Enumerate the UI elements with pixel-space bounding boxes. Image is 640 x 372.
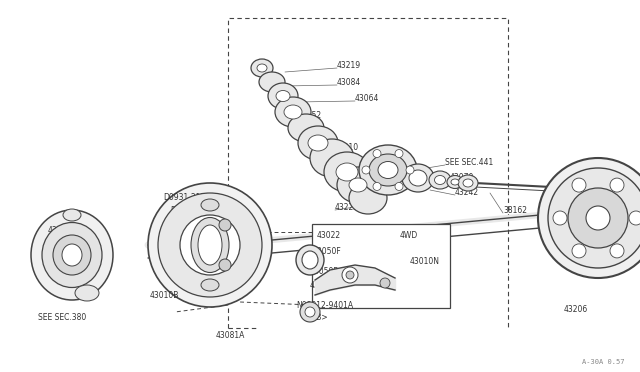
Ellipse shape (268, 83, 298, 109)
Text: 43242: 43242 (455, 187, 479, 196)
Ellipse shape (308, 135, 328, 151)
Ellipse shape (284, 105, 302, 119)
Text: A-30A 0.57: A-30A 0.57 (582, 359, 625, 365)
Ellipse shape (458, 175, 478, 191)
Circle shape (158, 193, 262, 297)
Ellipse shape (42, 222, 102, 288)
Circle shape (219, 259, 231, 271)
Ellipse shape (337, 167, 379, 203)
Bar (312, 224, 450, 308)
Text: PLUG(1): PLUG(1) (170, 205, 200, 215)
Circle shape (538, 158, 640, 278)
Ellipse shape (198, 225, 222, 265)
Text: 43219: 43219 (337, 61, 361, 70)
Circle shape (148, 183, 272, 307)
Circle shape (610, 244, 624, 258)
Ellipse shape (259, 72, 285, 92)
Text: 4WD: 4WD (400, 231, 419, 240)
Circle shape (406, 166, 414, 174)
Ellipse shape (63, 209, 81, 221)
Text: 43010C: 43010C (175, 221, 205, 230)
Text: 43010: 43010 (48, 225, 72, 234)
Ellipse shape (288, 114, 324, 142)
Text: D0931-2121A: D0931-2121A (163, 192, 215, 202)
Text: 43081: 43081 (340, 173, 364, 183)
Circle shape (373, 150, 381, 158)
Text: 43010F: 43010F (310, 282, 339, 291)
Ellipse shape (251, 59, 273, 77)
Text: 43010H: 43010H (332, 157, 362, 167)
Circle shape (380, 278, 390, 288)
Circle shape (305, 307, 315, 317)
Text: 43232: 43232 (340, 187, 364, 196)
Text: 43010N: 43010N (410, 257, 440, 266)
Circle shape (548, 168, 640, 268)
Ellipse shape (257, 64, 267, 72)
Ellipse shape (402, 164, 434, 192)
Ellipse shape (310, 139, 354, 177)
Circle shape (180, 215, 240, 275)
Circle shape (373, 182, 381, 190)
Ellipse shape (447, 176, 463, 189)
Ellipse shape (296, 245, 324, 275)
Ellipse shape (75, 285, 99, 301)
Circle shape (219, 219, 231, 231)
Ellipse shape (463, 179, 473, 187)
Text: 43084: 43084 (337, 77, 361, 87)
Ellipse shape (359, 145, 417, 195)
Circle shape (586, 206, 610, 230)
Ellipse shape (31, 210, 113, 300)
Text: 43050F: 43050F (313, 247, 342, 257)
Text: 43010B: 43010B (150, 291, 179, 299)
Ellipse shape (378, 161, 398, 179)
Ellipse shape (336, 163, 358, 181)
Ellipse shape (62, 244, 82, 266)
Text: 43010A: 43010A (44, 241, 74, 250)
Text: 38162: 38162 (503, 205, 527, 215)
Circle shape (610, 178, 624, 192)
Text: 43069: 43069 (305, 128, 330, 137)
Ellipse shape (429, 171, 451, 189)
Text: 43070: 43070 (450, 173, 474, 182)
Circle shape (572, 178, 586, 192)
Ellipse shape (349, 178, 367, 192)
Text: 43210: 43210 (335, 142, 359, 151)
Circle shape (362, 166, 370, 174)
Ellipse shape (302, 251, 318, 269)
Text: 43050F: 43050F (310, 267, 339, 276)
Ellipse shape (275, 97, 311, 127)
Circle shape (395, 182, 403, 190)
Circle shape (572, 244, 586, 258)
Circle shape (342, 267, 358, 283)
Ellipse shape (53, 235, 91, 275)
Ellipse shape (201, 279, 219, 291)
Ellipse shape (435, 176, 445, 185)
Ellipse shape (201, 199, 219, 211)
Ellipse shape (409, 170, 427, 186)
Circle shape (629, 211, 640, 225)
Ellipse shape (349, 182, 387, 214)
Circle shape (346, 271, 354, 279)
Text: 43206: 43206 (564, 305, 588, 314)
Circle shape (300, 302, 320, 322)
Text: SEE SEC.380: SEE SEC.380 (38, 314, 86, 323)
Text: 43252: 43252 (298, 110, 322, 119)
Text: <B>: <B> (310, 314, 328, 323)
Ellipse shape (191, 218, 229, 273)
Circle shape (395, 150, 403, 158)
Ellipse shape (298, 126, 338, 160)
Ellipse shape (324, 152, 370, 192)
Text: 43081A: 43081A (216, 330, 245, 340)
Text: SEE SEC.441: SEE SEC.441 (445, 157, 493, 167)
Ellipse shape (276, 90, 290, 102)
Text: N08912-9401A: N08912-9401A (296, 301, 353, 310)
Ellipse shape (451, 179, 459, 185)
Text: 43064: 43064 (355, 93, 380, 103)
Ellipse shape (369, 154, 407, 186)
Circle shape (553, 211, 567, 225)
Text: 43022: 43022 (317, 231, 341, 240)
Circle shape (568, 188, 628, 248)
Text: 43222: 43222 (335, 202, 359, 212)
